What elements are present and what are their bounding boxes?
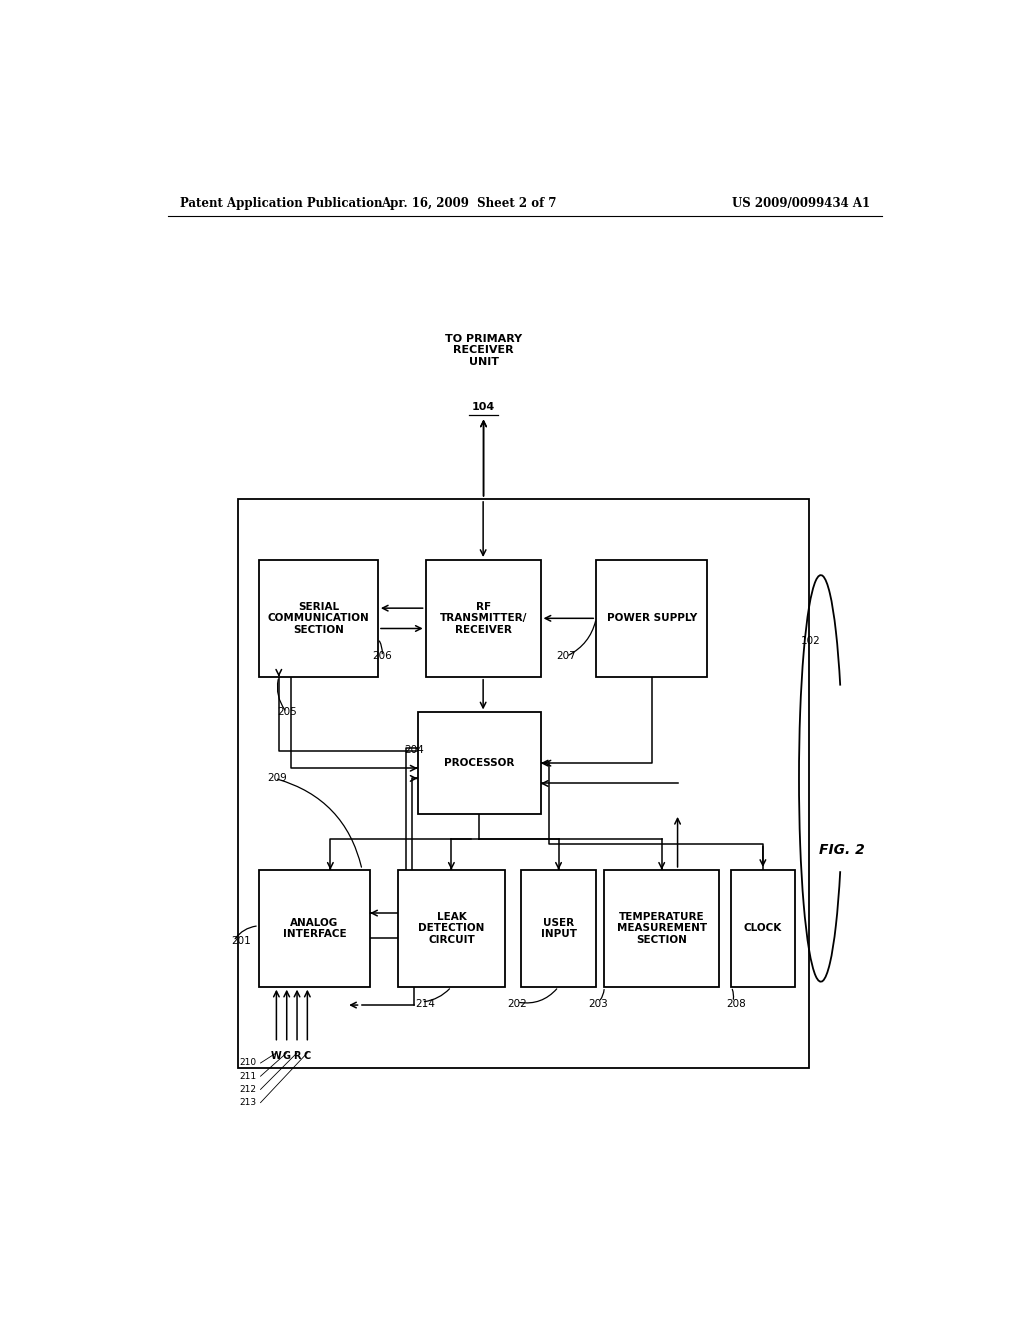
Text: FIG. 2: FIG. 2 [819, 842, 865, 857]
Bar [426, 560, 541, 677]
Bar [604, 870, 719, 987]
Text: 203: 203 [588, 999, 608, 1008]
Text: 102: 102 [801, 636, 820, 647]
Bar [259, 870, 370, 987]
Bar [521, 870, 596, 987]
Text: 206: 206 [373, 652, 392, 661]
Text: CLOCK: CLOCK [743, 923, 782, 933]
Text: 202: 202 [507, 999, 527, 1008]
Bar [259, 560, 378, 677]
Text: 210: 210 [240, 1059, 257, 1068]
Text: PROCESSOR: PROCESSOR [444, 758, 514, 768]
Text: 212: 212 [240, 1085, 257, 1094]
Text: SERIAL
COMMUNICATION
SECTION: SERIAL COMMUNICATION SECTION [267, 602, 370, 635]
Text: RF
TRANSMITTER/
RECEIVER: RF TRANSMITTER/ RECEIVER [439, 602, 526, 635]
Text: POWER SUPPLY: POWER SUPPLY [606, 614, 697, 623]
Bar [596, 560, 708, 677]
Text: C: C [304, 1051, 311, 1061]
Text: TO PRIMARY
RECEIVER
UNIT: TO PRIMARY RECEIVER UNIT [445, 334, 522, 367]
Text: TEMPERATURE
MEASUREMENT
SECTION: TEMPERATURE MEASUREMENT SECTION [616, 912, 707, 945]
Text: R: R [293, 1051, 301, 1061]
Text: G: G [283, 1051, 291, 1061]
Text: 205: 205 [278, 708, 297, 717]
Bar [397, 870, 505, 987]
Bar [731, 870, 795, 987]
Text: US 2009/0099434 A1: US 2009/0099434 A1 [732, 197, 870, 210]
Text: 213: 213 [240, 1098, 257, 1107]
Text: Apr. 16, 2009  Sheet 2 of 7: Apr. 16, 2009 Sheet 2 of 7 [382, 197, 557, 210]
Text: W: W [271, 1051, 282, 1061]
Text: USER
INPUT: USER INPUT [541, 917, 577, 939]
Text: 104: 104 [472, 403, 496, 412]
Text: 209: 209 [267, 774, 287, 783]
Text: 201: 201 [231, 936, 251, 946]
Bar [238, 499, 809, 1068]
Text: Patent Application Publication: Patent Application Publication [179, 197, 382, 210]
Text: 211: 211 [240, 1072, 257, 1081]
Bar [418, 713, 541, 814]
Text: 208: 208 [726, 999, 746, 1008]
Text: 207: 207 [557, 652, 577, 661]
Text: LEAK
DETECTION
CIRCUIT: LEAK DETECTION CIRCUIT [418, 912, 484, 945]
Text: ANALOG
INTERFACE: ANALOG INTERFACE [283, 917, 346, 939]
Text: 204: 204 [404, 744, 424, 755]
Text: 214: 214 [416, 999, 435, 1008]
